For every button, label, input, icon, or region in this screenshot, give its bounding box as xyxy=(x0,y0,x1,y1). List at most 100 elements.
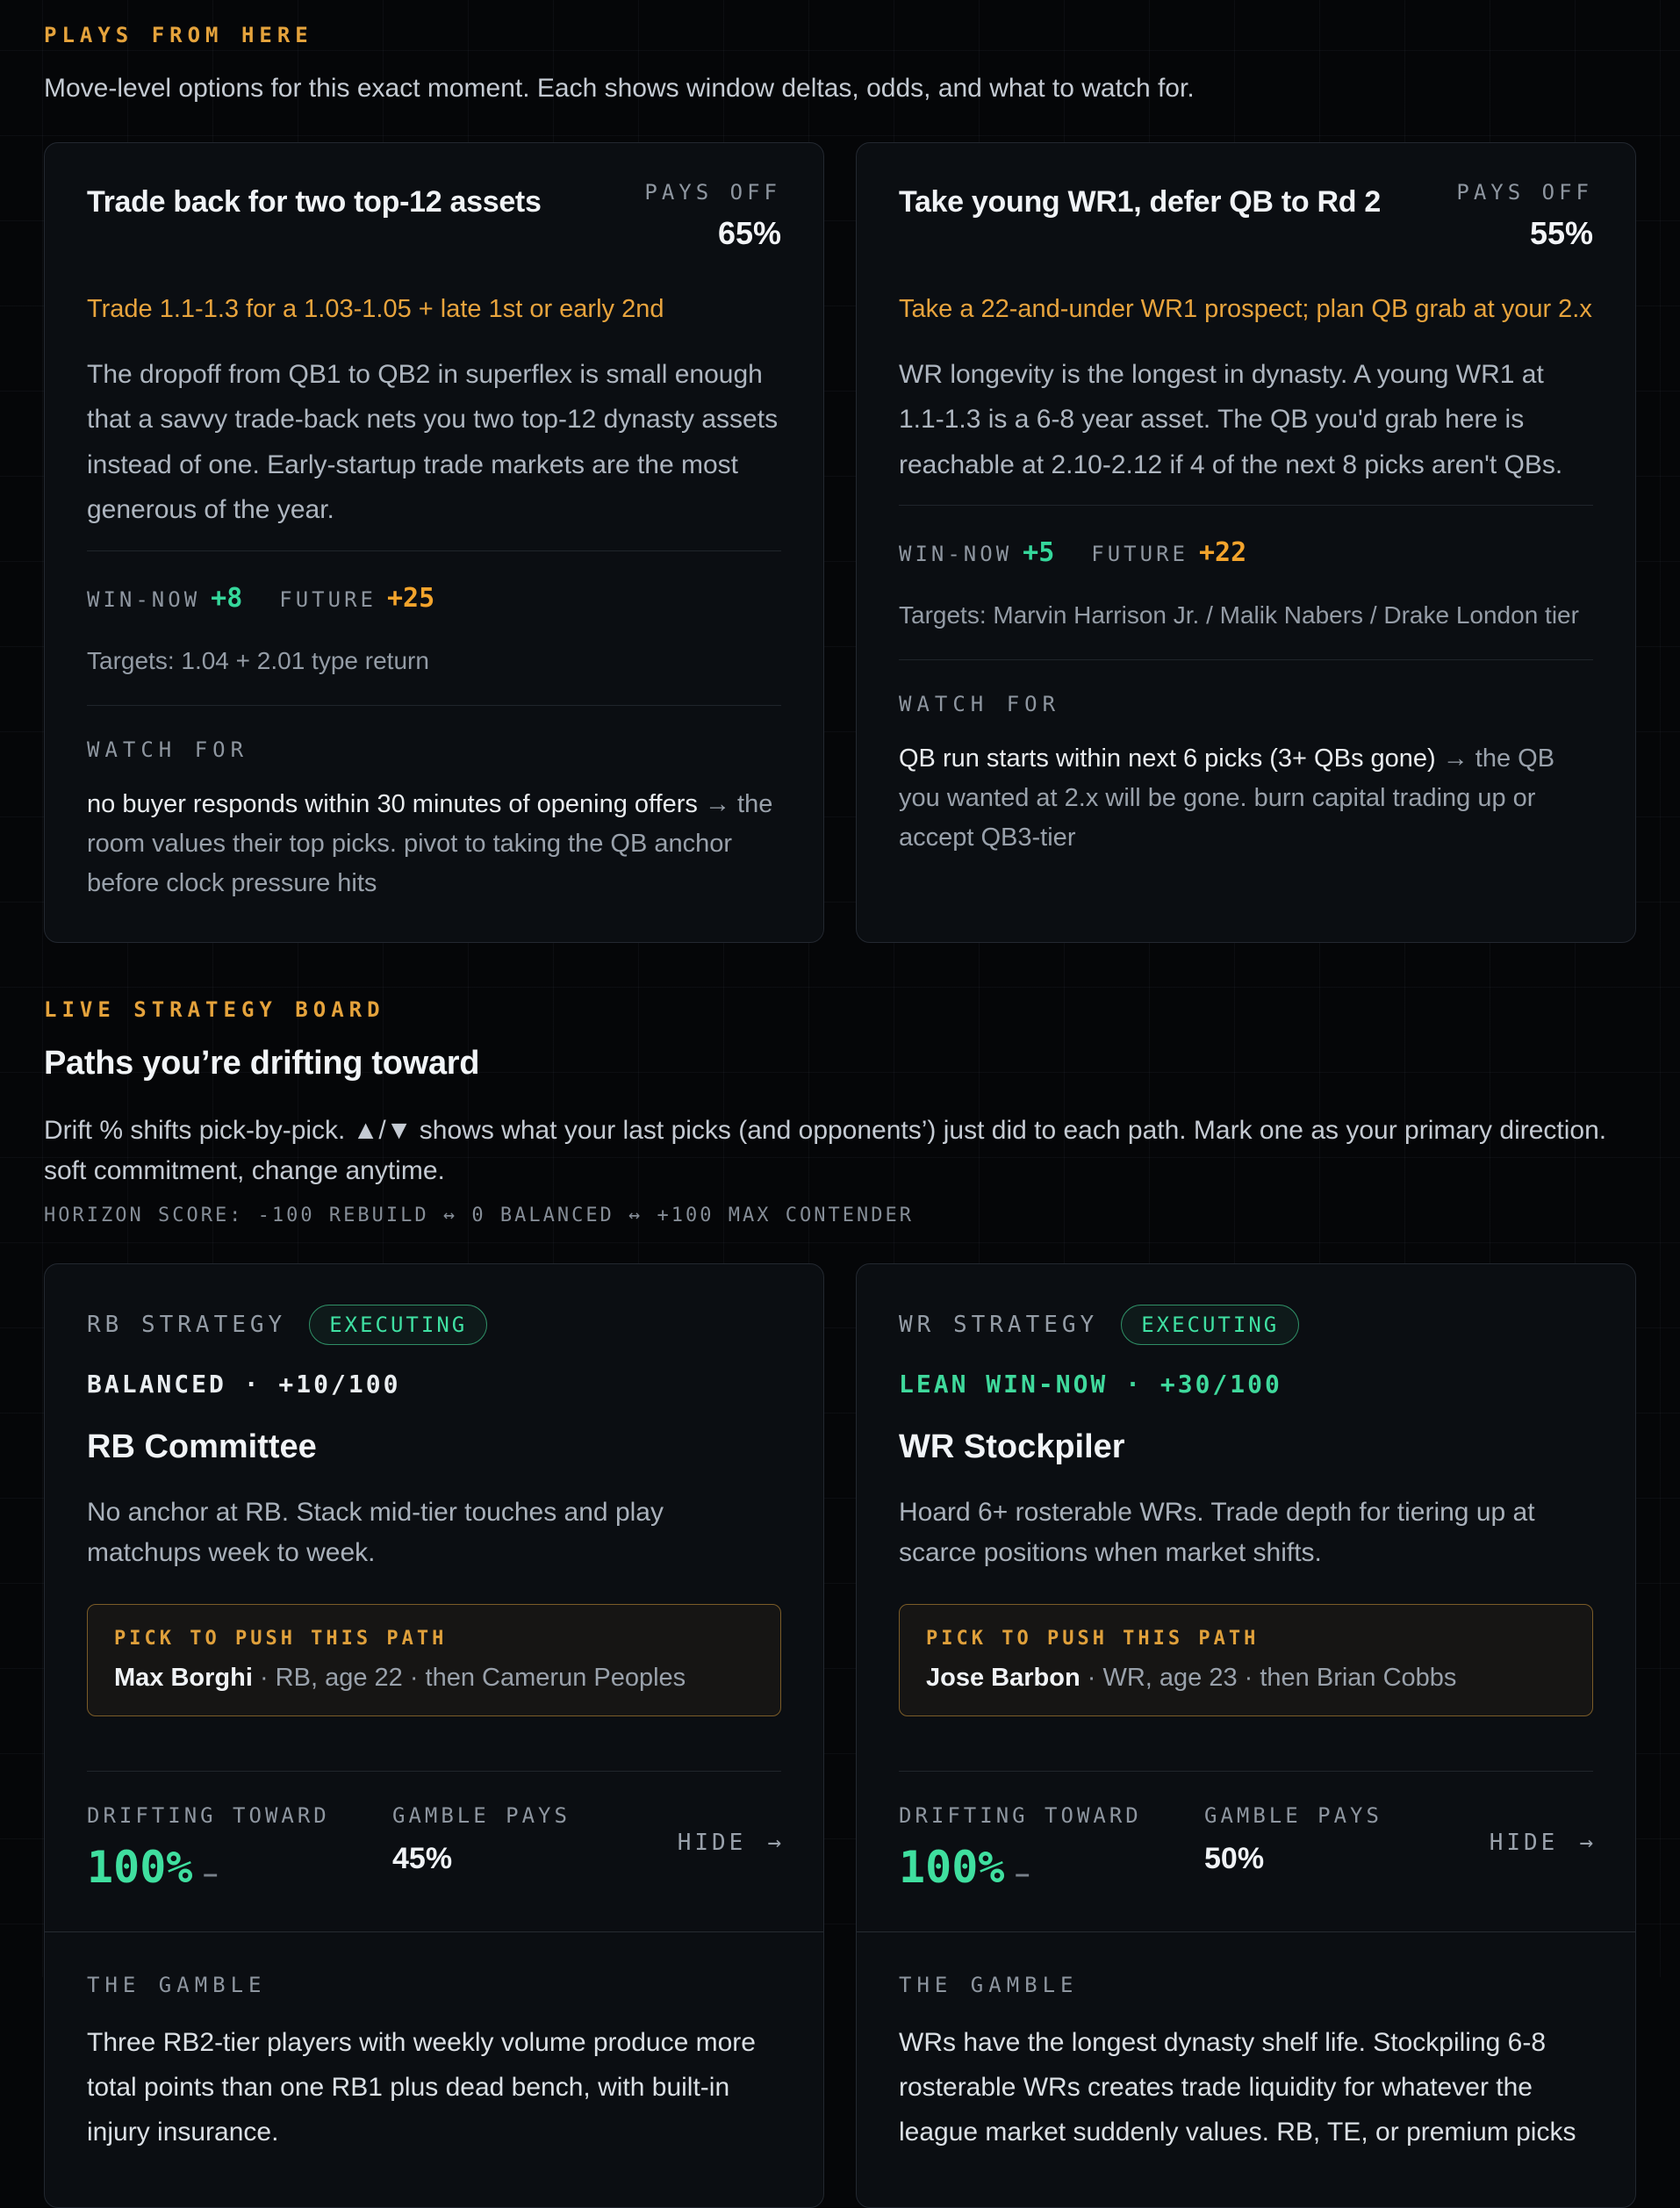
gamble-pays-label: GAMBLE PAYS xyxy=(392,1802,571,1828)
pays-off-value: 55% xyxy=(1529,215,1593,251)
watch-trigger: QB run starts within next 6 picks (3+ QB… xyxy=(899,744,1436,773)
board-subtitle: Drift % shifts pick-by-pick. ▲/▼ shows w… xyxy=(44,1115,1607,1186)
gamble-pays-percent: 50% xyxy=(1204,1841,1265,1875)
play-card-header: Trade back for two top-12 assets PAYS OF… xyxy=(87,180,781,252)
play-description: WR longevity is the longest in dynasty. … xyxy=(899,359,1563,479)
watch-consequence: → the room values their top picks. pivot… xyxy=(87,789,773,897)
pick-line: Max Borghi · RB, age 22 · then Camerun P… xyxy=(114,1664,754,1693)
future-label: FUTURE xyxy=(279,586,377,612)
strategy-stats-row: DRIFTING TOWARD 100% – GAMBLE PAYS 50% H… xyxy=(899,1803,1593,1931)
strategy-kind-label: WR STRATEGY xyxy=(899,1311,1099,1338)
strategy-card-head: RB STRATEGY EXECUTING xyxy=(87,1304,781,1345)
divider xyxy=(899,659,1593,661)
strategy-board-section: LIVE STRATEGY BOARD Paths you’re driftin… xyxy=(44,997,1636,2208)
play-card-trade-back[interactable]: Trade back for two top-12 assets PAYS OF… xyxy=(44,142,824,943)
drifting-toward-stat: DRIFTING TOWARD 100% – xyxy=(87,1803,392,1893)
plays-section-label: PLAYS FROM HERE xyxy=(44,23,313,47)
win-now-value: +8 xyxy=(211,582,243,614)
strategy-card-main: RB STRATEGY EXECUTING BALANCED · +10/100… xyxy=(45,1264,823,1931)
board-title: Paths you’re drifting toward xyxy=(44,1044,480,1082)
pick-player-name: Max Borghi xyxy=(114,1663,253,1692)
play-card-young-wr1[interactable]: Take young WR1, defer QB to Rd 2 PAYS OF… xyxy=(856,142,1636,943)
divider xyxy=(87,1770,781,1772)
win-now-label: WIN-NOW xyxy=(87,586,201,612)
pays-off-value: 65% xyxy=(717,215,781,251)
pick-player-name: Jose Barbon xyxy=(926,1663,1081,1692)
executing-badge: EXECUTING xyxy=(309,1304,488,1345)
strategy-kind-label: RB STRATEGY xyxy=(87,1311,287,1338)
watch-trigger: no buyer responds within 30 minutes of o… xyxy=(87,789,698,818)
future-value: +25 xyxy=(386,582,435,614)
future-label: FUTURE xyxy=(1091,542,1188,567)
pick-to-push-box[interactable]: PICK TO PUSH THIS PATH Jose Barbon · WR,… xyxy=(899,1603,1593,1716)
horizon-score-legend: HORIZON SCORE: -100 REBUILD ↔ 0 BALANCED… xyxy=(44,1204,914,1226)
strategy-title: RB Committee xyxy=(87,1428,317,1465)
drifting-toward-label: DRIFTING TOWARD xyxy=(87,1802,330,1828)
pays-off-block: PAYS OFF 55% xyxy=(1456,180,1593,252)
win-now-label: WIN-NOW xyxy=(899,542,1013,567)
gamble-pays-label: GAMBLE PAYS xyxy=(1204,1802,1382,1828)
play-callout: Trade 1.1-1.3 for a 1.03-1.05 + late 1st… xyxy=(87,295,664,323)
divider xyxy=(899,505,1593,507)
divider xyxy=(87,704,781,706)
targets-line: Targets: 1.04 + 2.01 type return xyxy=(87,646,429,674)
executing-badge: EXECUTING xyxy=(1121,1304,1300,1345)
drift-trend-indicator: – xyxy=(203,1859,219,1888)
horizon-score-value: BALANCED · +10/100 xyxy=(87,1369,401,1399)
gamble-pays-percent: 45% xyxy=(392,1841,453,1875)
the-gamble-section: THE GAMBLE WRs have the longest dynasty … xyxy=(857,1931,1635,2207)
strategy-card-rb-committee: RB STRATEGY EXECUTING BALANCED · +10/100… xyxy=(44,1262,824,2208)
pick-line: Jose Barbon · WR, age 23 · then Brian Co… xyxy=(926,1664,1566,1693)
watch-for-text: QB run starts within next 6 picks (3+ QB… xyxy=(899,739,1593,858)
drifting-toward-stat: DRIFTING TOWARD 100% – xyxy=(899,1803,1204,1893)
pays-off-label: PAYS OFF xyxy=(1456,180,1593,205)
horizon-score-value: LEAN WIN-NOW · +30/100 xyxy=(899,1369,1282,1399)
drift-percent: 100% xyxy=(899,1841,1005,1893)
strategy-card-head: WR STRATEGY EXECUTING xyxy=(899,1304,1593,1345)
play-callout: Take a 22-and-under WR1 prospect; plan Q… xyxy=(899,295,1592,323)
watch-for-label: WATCH FOR xyxy=(87,737,249,762)
divider xyxy=(899,1770,1593,1772)
pays-off-block: PAYS OFF 65% xyxy=(644,180,781,252)
strategy-stats-row: DRIFTING TOWARD 100% – GAMBLE PAYS 45% H… xyxy=(87,1803,781,1931)
watch-consequence: → the QB you wanted at 2.x will be gone.… xyxy=(899,744,1555,852)
win-now-value: +5 xyxy=(1023,537,1055,569)
strategy-title: WR Stockpiler xyxy=(899,1428,1125,1465)
play-title: Take young WR1, defer QB to Rd 2 xyxy=(899,185,1381,219)
plays-section-subtitle: Move-level options for this exact moment… xyxy=(44,74,1195,103)
pick-player-details: · WR, age 23 · then Brian Cobbs xyxy=(1087,1663,1457,1692)
pick-to-push-box[interactable]: PICK TO PUSH THIS PATH Max Borghi · RB, … xyxy=(87,1603,781,1716)
the-gamble-text: WRs have the longest dynasty shelf life.… xyxy=(899,2027,1576,2147)
board-section-label: LIVE STRATEGY BOARD xyxy=(44,996,385,1022)
strategy-description: No anchor at RB. Stack mid-tier touches … xyxy=(87,1497,664,1568)
gamble-pays-stat: GAMBLE PAYS 45% xyxy=(392,1803,678,1876)
targets-line: Targets: Marvin Harrison Jr. / Malik Nab… xyxy=(899,601,1579,629)
play-card-header: Take young WR1, defer QB to Rd 2 PAYS OF… xyxy=(899,180,1593,252)
gamble-pays-stat: GAMBLE PAYS 50% xyxy=(1204,1803,1490,1876)
arrow-right-icon: → xyxy=(1579,1829,1593,1856)
hide-button[interactable]: HIDE → xyxy=(1490,1830,1593,1856)
watch-for-label: WATCH FOR xyxy=(899,692,1061,717)
play-title: Trade back for two top-12 assets xyxy=(87,185,542,219)
window-deltas: WIN-NOW +8 FUTURE +25 xyxy=(87,583,781,614)
window-deltas: WIN-NOW +5 FUTURE +22 xyxy=(899,537,1593,568)
pick-to-push-label: PICK TO PUSH THIS PATH xyxy=(926,1627,1260,1650)
strategy-description: Hoard 6+ rosterable WRs. Trade depth for… xyxy=(899,1497,1535,1568)
the-gamble-label: THE GAMBLE xyxy=(899,1972,1079,1997)
play-description: The dropoff from QB1 to QB2 in superflex… xyxy=(87,359,779,525)
plays-cards-row: Trade back for two top-12 assets PAYS OF… xyxy=(44,142,1636,943)
strategy-cards-row: RB STRATEGY EXECUTING BALANCED · +10/100… xyxy=(44,1262,1636,2208)
future-value: +22 xyxy=(1198,537,1247,569)
hide-label: HIDE xyxy=(1489,1829,1559,1856)
drift-trend-indicator: – xyxy=(1015,1859,1030,1888)
drift-percent: 100% xyxy=(87,1841,193,1893)
hide-button[interactable]: HIDE → xyxy=(678,1830,781,1856)
pays-off-label: PAYS OFF xyxy=(644,180,781,205)
the-gamble-section: THE GAMBLE Three RB2-tier players with w… xyxy=(45,1931,823,2207)
pick-to-push-label: PICK TO PUSH THIS PATH xyxy=(114,1627,448,1650)
plays-section: PLAYS FROM HERE Move-level options for t… xyxy=(44,23,1636,943)
drifting-toward-label: DRIFTING TOWARD xyxy=(899,1802,1142,1828)
strategy-card-wr-stockpiler: WR STRATEGY EXECUTING LEAN WIN-NOW · +30… xyxy=(856,1262,1636,2208)
the-gamble-label: THE GAMBLE xyxy=(87,1972,267,1997)
the-gamble-text: Three RB2-tier players with weekly volum… xyxy=(87,2027,756,2147)
